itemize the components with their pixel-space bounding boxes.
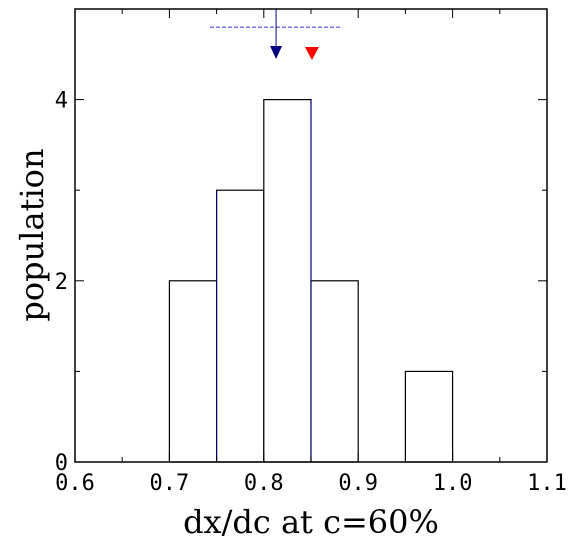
- x-tick-label-3: 0.9: [338, 471, 378, 496]
- reference-marker-triangle: [304, 47, 319, 60]
- histogram-bar-3: [310, 280, 359, 463]
- x-tick-label-0: 0.6: [55, 471, 95, 496]
- histogram-bar-1: [216, 189, 265, 463]
- x-tick-label-1: 0.7: [150, 471, 190, 496]
- y-tick-label-0: 0: [55, 451, 68, 476]
- axis-ticks: [74, 8, 548, 463]
- histogram-bars: [168, 98, 454, 463]
- y-tick-labels: 0 2 4: [55, 89, 68, 476]
- x-tick-label-4: 1.0: [433, 471, 473, 496]
- histogram-bar-0: [168, 280, 218, 463]
- x-axis-title: dx/dc at c=60%: [183, 503, 439, 541]
- x-tick-label-5: 1.1: [527, 471, 567, 496]
- x-tick-label-2: 0.8: [244, 471, 284, 496]
- y-axis-title: population: [13, 148, 51, 321]
- histogram-bar-4: [404, 370, 454, 463]
- y-tick-label-1: 2: [55, 270, 68, 295]
- x-tick-labels: 0.6 0.7 0.8 0.9 1.0 1.1: [55, 471, 567, 496]
- y-tick-label-2: 4: [55, 89, 68, 114]
- markers-layer: [209, 9, 343, 462]
- mean-arrow-head: [270, 46, 283, 59]
- histogram-bar-2: [263, 98, 312, 463]
